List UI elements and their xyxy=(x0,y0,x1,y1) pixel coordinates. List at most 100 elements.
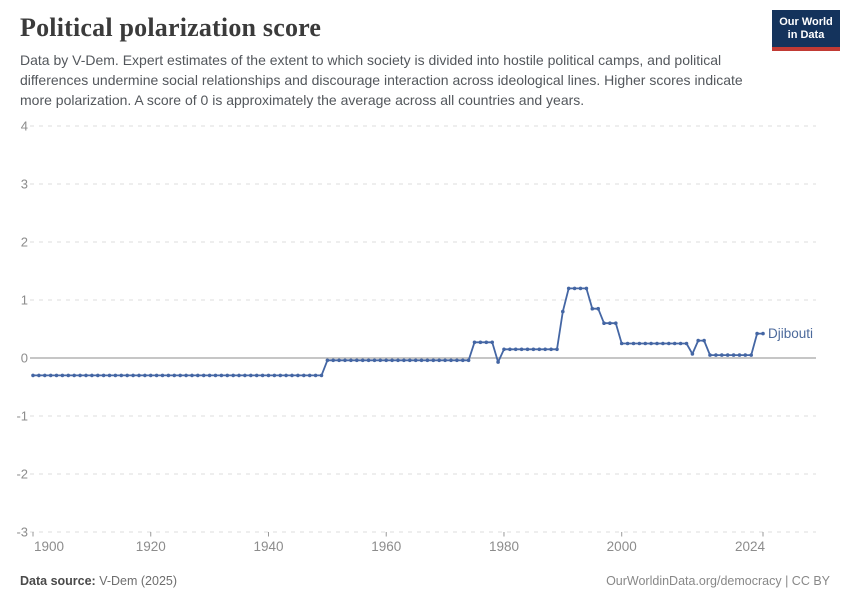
data-point[interactable] xyxy=(290,373,294,378)
data-point[interactable] xyxy=(731,353,736,357)
data-point[interactable] xyxy=(178,373,182,378)
data-point[interactable] xyxy=(31,373,35,378)
data-point[interactable] xyxy=(725,353,730,357)
data-point[interactable] xyxy=(113,373,118,378)
data-point[interactable] xyxy=(125,373,129,378)
data-point[interactable] xyxy=(543,347,547,352)
data-point[interactable] xyxy=(48,373,53,378)
data-point[interactable] xyxy=(590,306,595,311)
data-point[interactable] xyxy=(60,373,65,378)
data-point[interactable] xyxy=(472,340,477,345)
data-point[interactable] xyxy=(384,358,389,363)
data-point[interactable] xyxy=(278,373,283,378)
data-point[interactable] xyxy=(284,373,288,378)
series-line[interactable] xyxy=(33,287,763,377)
data-point[interactable] xyxy=(331,358,336,363)
data-point[interactable] xyxy=(137,373,141,378)
data-point[interactable] xyxy=(355,358,359,363)
data-point[interactable] xyxy=(184,373,188,378)
data-point[interactable] xyxy=(690,352,695,356)
data-point[interactable] xyxy=(431,358,436,363)
data-point[interactable] xyxy=(143,373,147,378)
data-point[interactable] xyxy=(219,373,224,378)
data-point[interactable] xyxy=(148,373,153,378)
data-point[interactable] xyxy=(243,373,247,378)
data-point[interactable] xyxy=(578,286,583,291)
data-point[interactable] xyxy=(555,347,559,352)
data-point[interactable] xyxy=(66,373,71,378)
data-point[interactable] xyxy=(566,286,571,291)
data-point[interactable] xyxy=(272,373,277,378)
data-point[interactable] xyxy=(96,373,100,378)
data-point[interactable] xyxy=(714,353,718,357)
data-point[interactable] xyxy=(755,331,759,336)
data-point[interactable] xyxy=(449,358,453,363)
data-point[interactable] xyxy=(390,358,394,363)
data-point[interactable] xyxy=(614,321,618,326)
owid-url-link[interactable]: OurWorldinData.org/democracy xyxy=(606,574,782,588)
data-point[interactable] xyxy=(84,373,88,378)
data-point[interactable] xyxy=(513,347,518,352)
data-point[interactable] xyxy=(225,373,230,378)
data-point[interactable] xyxy=(678,341,683,346)
data-point[interactable] xyxy=(425,358,430,363)
data-point[interactable] xyxy=(54,373,59,378)
data-point[interactable] xyxy=(696,338,700,343)
data-point[interactable] xyxy=(260,373,265,378)
data-point[interactable] xyxy=(402,358,406,363)
data-point[interactable] xyxy=(378,358,383,363)
data-point[interactable] xyxy=(408,358,412,363)
data-point[interactable] xyxy=(667,341,671,346)
data-point[interactable] xyxy=(596,306,600,311)
data-point[interactable] xyxy=(172,373,177,378)
data-point[interactable] xyxy=(655,341,659,346)
data-point[interactable] xyxy=(637,341,642,346)
data-point[interactable] xyxy=(237,373,241,378)
data-point[interactable] xyxy=(72,373,76,378)
data-point[interactable] xyxy=(266,373,271,378)
data-point[interactable] xyxy=(343,358,347,363)
data-point[interactable] xyxy=(325,358,330,363)
data-point[interactable] xyxy=(484,340,489,345)
data-point[interactable] xyxy=(643,341,648,346)
data-point[interactable] xyxy=(90,373,94,378)
data-point[interactable] xyxy=(196,373,200,378)
data-point[interactable] xyxy=(337,358,341,363)
data-point[interactable] xyxy=(561,309,565,314)
data-point[interactable] xyxy=(702,338,706,343)
data-point[interactable] xyxy=(107,373,112,378)
data-point[interactable] xyxy=(508,347,512,352)
data-point[interactable] xyxy=(190,373,194,378)
data-point[interactable] xyxy=(490,340,495,345)
data-point[interactable] xyxy=(419,358,424,363)
data-point[interactable] xyxy=(101,373,106,378)
data-point[interactable] xyxy=(249,373,253,378)
data-point[interactable] xyxy=(413,358,418,363)
data-point[interactable] xyxy=(625,341,630,346)
data-point[interactable] xyxy=(608,321,612,326)
data-point[interactable] xyxy=(319,373,324,378)
data-point[interactable] xyxy=(672,341,677,346)
license-link[interactable]: CC BY xyxy=(791,574,830,588)
data-point[interactable] xyxy=(207,373,212,378)
data-point[interactable] xyxy=(231,373,235,378)
data-point[interactable] xyxy=(496,360,500,364)
data-point[interactable] xyxy=(743,353,748,357)
data-point[interactable] xyxy=(761,331,765,336)
data-point[interactable] xyxy=(437,358,442,363)
data-point[interactable] xyxy=(313,373,318,378)
data-point[interactable] xyxy=(131,373,135,378)
data-point[interactable] xyxy=(37,373,41,378)
data-point[interactable] xyxy=(466,358,471,363)
data-point[interactable] xyxy=(78,373,82,378)
data-point[interactable] xyxy=(443,358,447,363)
data-point[interactable] xyxy=(519,347,524,352)
data-point[interactable] xyxy=(549,347,553,352)
data-point[interactable] xyxy=(661,341,665,346)
data-point[interactable] xyxy=(631,341,636,346)
data-point[interactable] xyxy=(213,373,218,378)
data-point[interactable] xyxy=(296,373,300,378)
data-source-link[interactable]: V-Dem (2025) xyxy=(95,574,178,588)
data-point[interactable] xyxy=(461,358,465,363)
data-point[interactable] xyxy=(201,373,206,378)
